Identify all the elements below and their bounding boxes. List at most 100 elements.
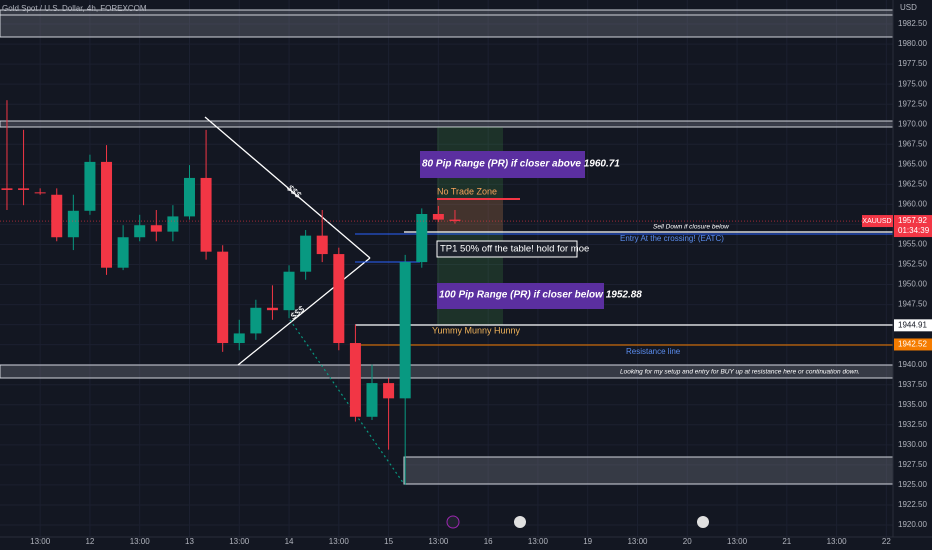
y-tick-label: 1930.00	[898, 440, 927, 449]
y-tick-label: 1960.00	[898, 199, 927, 208]
candle-body	[383, 383, 395, 399]
candle-body	[167, 216, 179, 232]
candle-body	[266, 307, 278, 311]
candle-body	[67, 210, 79, 238]
candle-body	[233, 333, 245, 344]
y-tick-label: 1935.00	[898, 400, 927, 409]
y-tick-label: 1972.50	[898, 99, 927, 108]
candle-body	[432, 213, 444, 220]
candle-body	[1, 188, 13, 190]
x-tick-label: 13:00	[130, 537, 151, 546]
annotation: Entry At the crossing! (EATC)	[620, 234, 724, 243]
x-tick-label: 15	[384, 537, 393, 546]
candle-body	[51, 194, 63, 238]
candles	[1, 100, 461, 485]
zone	[0, 120, 894, 128]
y-tick-label: 1927.50	[898, 460, 927, 469]
candle-body	[416, 213, 428, 263]
y-tick-label: 1947.50	[898, 300, 927, 309]
stop-zone	[437, 200, 503, 232]
x-tick-label: 13	[185, 537, 194, 546]
x-tick-label: 13:00	[627, 537, 648, 546]
annotation: 100 Pip Range (PR) if closer below 1952.…	[439, 290, 642, 301]
candle-body	[217, 251, 229, 344]
candle-body	[200, 177, 212, 252]
price-tag	[894, 338, 932, 351]
y-tick-label: 1952.50	[898, 260, 927, 269]
x-tick-label: 13:00	[727, 537, 748, 546]
note-box	[436, 240, 578, 258]
candle-body	[250, 307, 262, 334]
x-tick-label: 19	[583, 537, 592, 546]
y-tick-label: 1955.00	[898, 240, 927, 249]
x-tick-label: 13:00	[30, 537, 51, 546]
y-tick-label: 1982.50	[898, 19, 927, 28]
x-tick-label: 14	[285, 537, 294, 546]
y-tick-label: 1937.50	[898, 380, 927, 389]
candle-body	[283, 271, 295, 311]
trend-line	[237, 257, 371, 366]
y-tick-label: 1970.00	[898, 119, 927, 128]
y-tick-label: 1967.50	[898, 139, 927, 148]
event-icon[interactable]	[697, 516, 709, 528]
x-tick-label: 16	[484, 537, 493, 546]
x-tick-label: 13:00	[528, 537, 549, 546]
y-tick-label: 1922.50	[898, 500, 927, 509]
x-tick-label: 13:00	[229, 537, 250, 546]
x-tick-label: 13:00	[329, 537, 350, 546]
y-tick-label: 1950.00	[898, 280, 927, 289]
y-tick-label: 1962.50	[898, 179, 927, 188]
candle-body	[449, 219, 461, 222]
price-tag-label: 1942.52	[898, 340, 927, 349]
candle-body	[84, 161, 96, 211]
y-tick-label: 1932.50	[898, 420, 927, 429]
candle-body	[300, 235, 312, 272]
price-tag-label: 1944.91	[898, 320, 927, 329]
trend-line	[204, 116, 371, 259]
currency: USD	[900, 3, 917, 12]
candle-body	[101, 161, 113, 268]
annotation: Resistance line	[626, 347, 681, 356]
y-tick-label: 1925.00	[898, 480, 927, 489]
note-box	[420, 151, 585, 178]
note-box	[437, 283, 604, 309]
candle-body	[366, 383, 378, 417]
symbol-tag-label: XAUUSD	[862, 218, 891, 225]
zone	[0, 14, 894, 38]
candle-body	[316, 235, 328, 255]
annotation: 80 Pip Range (PR) if closer above 1960.7…	[422, 159, 620, 170]
x-tick-label: 22	[882, 537, 891, 546]
dotted-line	[289, 319, 405, 485]
y-tick-label: 1980.00	[898, 39, 927, 48]
event-icon[interactable]	[446, 515, 460, 529]
candle-body	[134, 225, 146, 238]
x-tick-label: 13:00	[428, 537, 449, 546]
candle-body	[150, 225, 162, 232]
candle-body	[18, 188, 30, 190]
price-tag-label: 1957.92	[898, 216, 927, 225]
y-tick-label: 1975.00	[898, 79, 927, 88]
y-tick-label: 1940.00	[898, 360, 927, 369]
x-tick-label: 12	[85, 537, 94, 546]
event-icon[interactable]	[514, 516, 526, 528]
price-tag	[894, 319, 932, 332]
axes: 1920.00 1922.50 1925.00 1927.50 1930.00 1932.…	[0, 19, 932, 546]
candle-body	[183, 177, 195, 217]
y-tick-label: 1920.00	[898, 520, 927, 529]
candle-body	[333, 254, 345, 344]
x-tick-label: 20	[683, 537, 692, 546]
drawings	[0, 9, 894, 485]
candle-body	[399, 262, 411, 399]
candle-body	[349, 343, 361, 417]
price-tag	[894, 215, 932, 238]
candle-body	[34, 192, 46, 194]
countdown: 01:34:39	[898, 226, 930, 235]
x-tick-label: 13:00	[827, 537, 848, 546]
y-tick-label: 1977.50	[898, 59, 927, 68]
x-tick-label: 21	[782, 537, 791, 546]
y-tick-label: 1965.00	[898, 159, 927, 168]
candle-body	[117, 237, 129, 268]
